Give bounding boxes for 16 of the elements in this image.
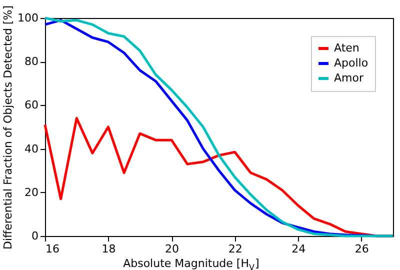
y-tick-label: 0: [32, 230, 38, 242]
legend-label: Amor: [334, 72, 364, 84]
y-tick-label: 60: [24, 98, 38, 112]
y-axis-title: Differential Fraction of Objects Detected [%]: [2, 5, 15, 250]
x-tick-label: 26: [354, 242, 369, 256]
y-tick-label: 20: [24, 186, 38, 199]
y-tick-label: 100: [18, 12, 38, 24]
x-tick-label: 16: [46, 242, 60, 256]
legend-label: Apollo: [334, 56, 368, 70]
y-tick-label: 80: [24, 55, 38, 68]
x-tick-label: 18: [102, 242, 116, 256]
x-tick-label: 20: [165, 242, 180, 256]
x-tick-label: 22: [228, 242, 242, 256]
legend-label: Aten: [334, 42, 360, 54]
y-tick-label: 40: [24, 142, 38, 156]
x-tick-label: 24: [292, 242, 306, 256]
